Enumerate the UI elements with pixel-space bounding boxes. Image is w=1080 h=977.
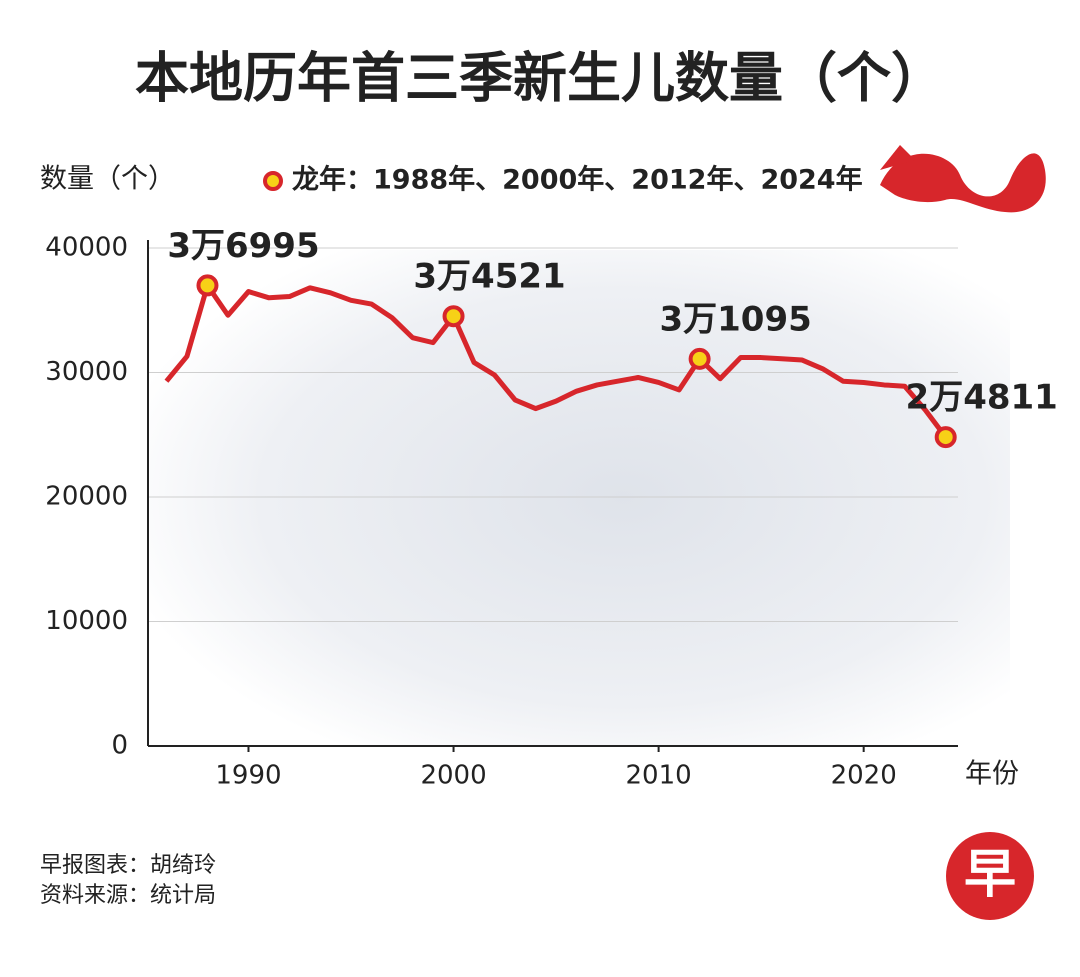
- x-axis-label: 年份: [965, 759, 1019, 790]
- x-tick-label: 2000: [420, 761, 486, 791]
- legend-marker: [263, 171, 283, 191]
- source: 资料来源：统计局: [40, 883, 216, 908]
- logo-circle: [946, 832, 1034, 920]
- credit: 早报图表：胡绮玲: [40, 853, 216, 878]
- chart-title: 本地历年首三季新生儿数量（个）: [135, 47, 945, 110]
- y-tick-label: 40000: [45, 233, 128, 263]
- y-tick-label: 20000: [45, 482, 128, 512]
- value-label: 3万4521: [413, 257, 565, 297]
- logo: 早: [964, 845, 1016, 905]
- x-tick-label: 2010: [626, 761, 692, 791]
- x-tick-label: 2020: [831, 761, 897, 791]
- highlight-marker: [196, 274, 219, 297]
- y-tick-label: 10000: [45, 606, 128, 636]
- y-tick-label: 0: [111, 731, 128, 761]
- value-label: 3万6995: [167, 226, 319, 266]
- line: [164, 282, 948, 439]
- highlight-marker: [688, 347, 711, 370]
- highlight-marker: [934, 426, 957, 449]
- value-label: 3万1095: [659, 299, 811, 339]
- value-label: 2万4811: [906, 378, 1058, 418]
- legend-label: 龙年：1988年、2000年、2012年、2024年: [292, 164, 863, 196]
- highlight-marker: [442, 305, 465, 328]
- y-axis-label: 数量（个）: [40, 164, 175, 195]
- x-tick-label: 1990: [215, 761, 281, 791]
- dragon-icon: [880, 145, 1046, 213]
- y-tick-label: 30000: [45, 357, 128, 387]
